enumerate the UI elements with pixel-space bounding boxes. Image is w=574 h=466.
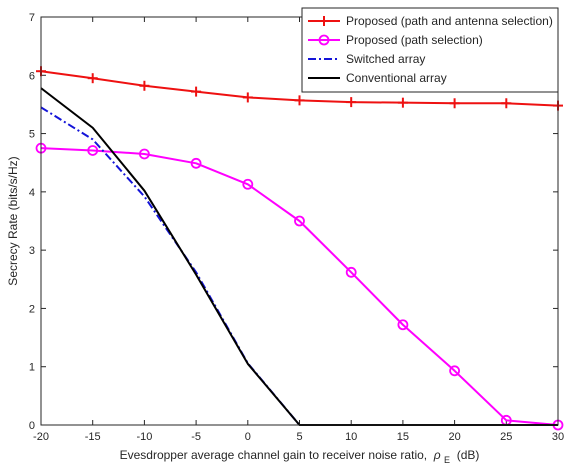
legend-box — [301, 7, 559, 93]
series-marker-circle — [190, 157, 202, 169]
series-marker-circle — [87, 145, 99, 156]
x-axis-label-symbol: ρ — [433, 448, 441, 462]
legend-label: Switched array — [346, 52, 425, 66]
y-tick-label: 2 — [29, 303, 35, 315]
x-tick-label: 20 — [448, 431, 460, 443]
legend-label: Proposed (path selection) — [346, 33, 483, 47]
x-tick-label: 15 — [397, 431, 409, 443]
x-tick-label: -10 — [136, 431, 152, 443]
x-axis-label-subscript: E — [444, 455, 450, 465]
series-marker-circle — [242, 178, 254, 190]
legend-item-3: Conventional array — [308, 71, 447, 85]
y-tick-label: 7 — [29, 12, 35, 24]
y-tick-label: 6 — [29, 70, 35, 82]
legend-label: Proposed (path and antenna selection) — [346, 14, 553, 28]
x-tick-label: -20 — [33, 431, 49, 443]
y-tick-label: 1 — [29, 362, 35, 374]
y-tick-label: 0 — [29, 420, 35, 432]
legend-item-1: Proposed (path selection) — [308, 33, 483, 47]
x-tick-label: 10 — [345, 431, 357, 443]
y-tick-label: 5 — [29, 129, 35, 141]
series-marker-circle — [318, 34, 330, 46]
plot-frame — [40, 16, 559, 426]
legend-label: Conventional array — [346, 71, 447, 85]
x-tick-label: 25 — [500, 431, 512, 443]
y-tick-label: 3 — [29, 245, 35, 257]
y-axis-label: Secrecy Rate (bits/s/Hz) — [6, 156, 20, 285]
x-axis-label: Evesdropper average channel gain to rece… — [120, 448, 480, 466]
legend: Proposed (path and antenna selection) Pro… — [301, 7, 559, 93]
x-tick-label: 0 — [245, 431, 251, 443]
series-line — [40, 147, 559, 426]
legend-item-2: Switched array — [308, 52, 425, 66]
x-tick-label: 5 — [296, 431, 302, 443]
x-tick-label: 30 — [552, 431, 564, 443]
series-marker-circle — [449, 365, 461, 377]
series-marker-circle — [345, 266, 357, 278]
series-1 — [35, 142, 564, 431]
series-marker-circle — [138, 148, 150, 160]
x-axis-label-text: Evesdropper average channel gain to rece… — [120, 448, 431, 462]
x-axis-label-unit: (dB) — [453, 448, 479, 462]
x-tick-label: -5 — [191, 431, 201, 443]
legend-item-0: Proposed (path and antenna selection) — [308, 14, 553, 28]
series-marker-circle — [294, 215, 305, 227]
y-tick-label: 4 — [29, 187, 35, 199]
x-tick-label: -15 — [85, 431, 101, 443]
series-marker-circle — [397, 319, 409, 331]
